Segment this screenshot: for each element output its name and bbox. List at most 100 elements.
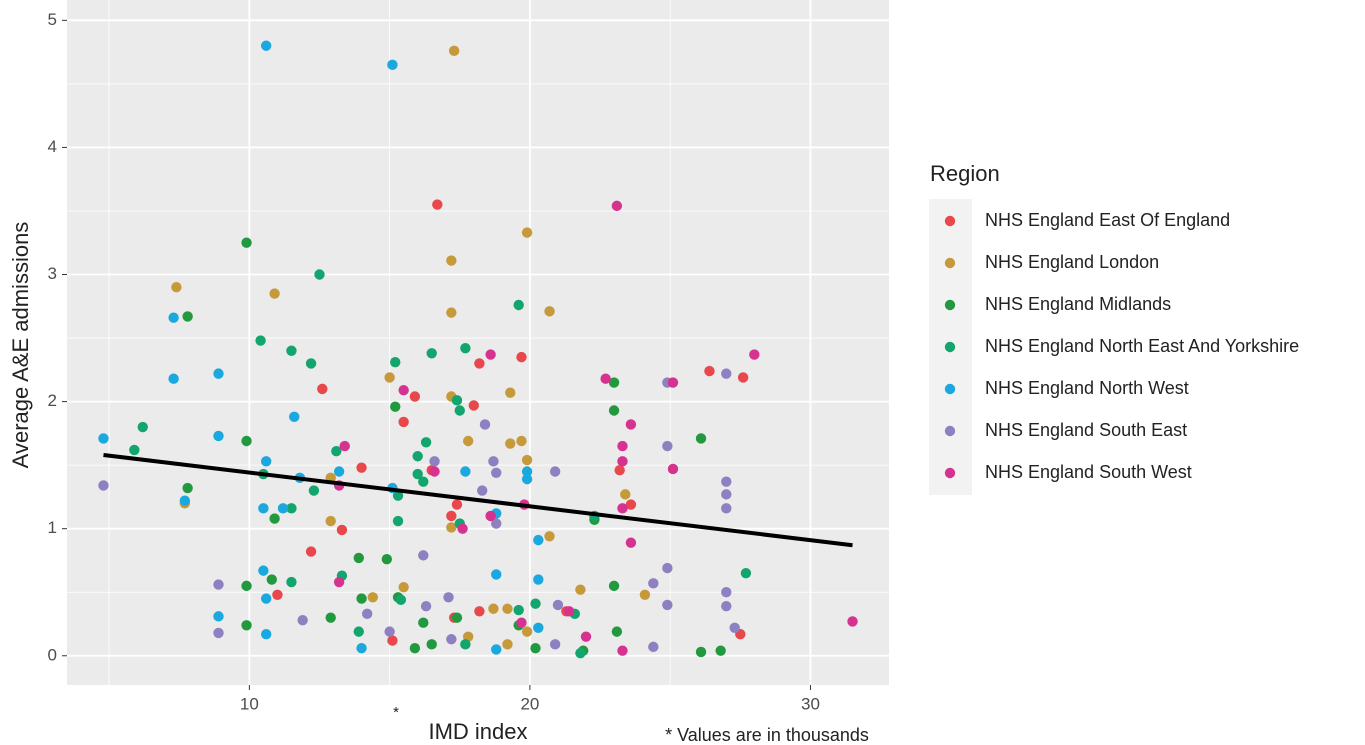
point	[353, 552, 364, 564]
point	[625, 419, 637, 430]
point	[513, 299, 524, 311]
point	[521, 473, 533, 485]
point	[505, 387, 516, 398]
point	[575, 584, 586, 595]
point	[260, 593, 272, 604]
point	[575, 648, 586, 659]
point	[695, 433, 707, 444]
point	[521, 626, 533, 637]
point	[381, 553, 393, 565]
point	[336, 524, 348, 536]
point	[474, 358, 485, 369]
point	[429, 456, 440, 467]
point	[168, 373, 179, 384]
point	[331, 445, 342, 457]
point	[269, 288, 280, 299]
point	[443, 592, 454, 603]
point	[488, 603, 499, 614]
point	[387, 635, 398, 646]
point	[305, 546, 317, 557]
point	[339, 440, 350, 452]
point	[255, 335, 266, 346]
point	[325, 515, 336, 527]
point	[549, 639, 561, 650]
point	[667, 463, 679, 475]
x-tick-label: 30	[801, 694, 820, 713]
point	[353, 626, 364, 637]
x-tick-label: 10	[240, 694, 259, 713]
point	[617, 503, 628, 514]
point	[409, 391, 421, 402]
legend-swatch	[944, 215, 956, 227]
point	[563, 606, 575, 617]
point	[474, 606, 485, 617]
y-tick-label: 3	[48, 264, 57, 283]
point	[260, 456, 272, 467]
point	[721, 601, 732, 612]
point	[729, 622, 740, 634]
point	[260, 628, 272, 640]
point	[608, 377, 620, 388]
point	[533, 622, 544, 634]
point	[333, 576, 345, 588]
point	[608, 405, 620, 416]
point	[580, 631, 592, 642]
point	[516, 351, 527, 363]
point	[454, 405, 465, 416]
point	[479, 419, 491, 430]
point	[98, 480, 109, 491]
legend-label: NHS England North West	[985, 378, 1189, 398]
point	[426, 348, 437, 359]
point	[611, 200, 623, 212]
point	[269, 513, 280, 524]
legend-label: NHS England East Of England	[985, 210, 1230, 230]
point	[513, 604, 524, 616]
point	[460, 639, 471, 650]
point	[502, 603, 513, 614]
point	[721, 476, 732, 487]
point	[137, 421, 148, 433]
point	[662, 599, 673, 611]
point	[179, 495, 191, 506]
point	[387, 59, 398, 71]
point	[308, 485, 320, 496]
point	[412, 451, 423, 462]
point	[392, 490, 404, 501]
point	[266, 574, 277, 585]
point	[491, 644, 502, 655]
point	[457, 523, 468, 534]
point	[667, 377, 679, 388]
point	[847, 616, 858, 627]
y-tick-label: 4	[48, 137, 57, 156]
y-tick-label: 2	[48, 391, 57, 410]
point	[617, 456, 628, 467]
point	[286, 576, 297, 588]
point	[648, 578, 659, 589]
point	[314, 269, 325, 280]
legend-label: NHS England North East And Yorkshire	[985, 336, 1299, 356]
point	[488, 456, 499, 467]
point	[272, 589, 283, 600]
point	[485, 349, 496, 360]
point	[297, 614, 308, 626]
point	[740, 567, 752, 579]
x-tick-label: 20	[520, 694, 539, 713]
point	[395, 594, 407, 606]
legend-swatch	[944, 299, 956, 311]
point	[625, 537, 637, 548]
point	[460, 466, 471, 477]
point	[521, 227, 533, 238]
point	[552, 599, 564, 611]
point	[426, 639, 437, 650]
point	[620, 489, 631, 500]
point	[516, 435, 527, 447]
point	[432, 199, 443, 210]
y-axis-title: Average A&E admissions	[8, 222, 33, 469]
point	[639, 589, 651, 600]
point	[398, 384, 409, 396]
point	[129, 444, 140, 456]
point	[418, 476, 429, 487]
point	[390, 401, 401, 412]
point	[549, 466, 561, 477]
